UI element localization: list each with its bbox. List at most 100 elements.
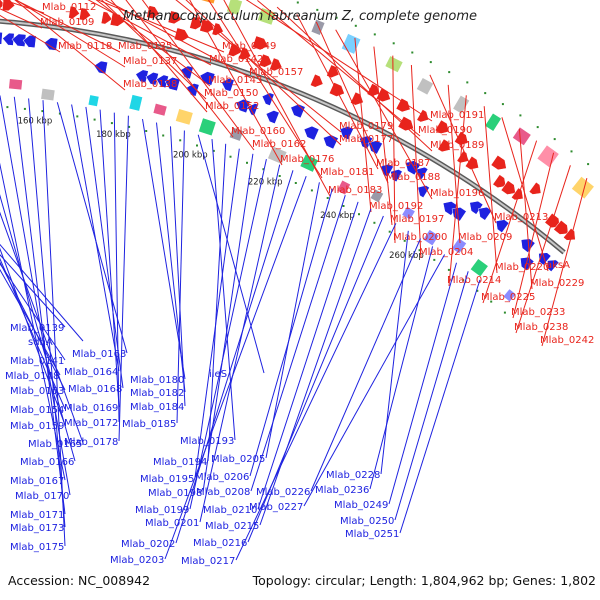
reverse-gene-label: Mlab_0201	[145, 518, 199, 529]
kbp-tick-label: 200 kbp	[173, 150, 208, 160]
reverse-gene-label: Mlab_0182	[130, 388, 184, 399]
reverse-label-leader	[194, 148, 240, 479]
reverse-gene-label: Mlab_0167	[10, 476, 64, 487]
forward-label-leader	[0, 14, 61, 53]
reverse-gene-label: Mlab_0193	[180, 436, 234, 447]
gc-block-outer	[537, 145, 559, 168]
reverse-gene-label: Mlab_0154	[10, 405, 64, 416]
forward-feature	[395, 97, 411, 113]
forward-feature	[68, 5, 81, 19]
reverse-feature	[547, 259, 560, 273]
reverse-gene-label: Mlab_0180	[130, 375, 184, 386]
forward-gene-label: Mlab_0112	[42, 2, 96, 13]
tick-dot	[501, 103, 504, 106]
reverse-label-leader	[303, 254, 446, 507]
reverse-label-leader	[199, 164, 281, 523]
forward-label-leader	[410, 64, 422, 259]
gc-block-inner	[370, 189, 384, 203]
forward-gene-label: Mlab_0191	[430, 110, 484, 121]
reverse-label-leader	[380, 230, 409, 475]
tick-dot	[212, 149, 215, 152]
forward-gene-label: Mlab_0179	[339, 121, 393, 132]
tick-dot	[570, 150, 573, 153]
reverse-gene-label: Mlab_0170	[15, 491, 69, 502]
reverse-label-leader	[0, 254, 66, 328]
gc-block-inner	[153, 103, 167, 116]
reverse-gene-label: Mlab_0172	[64, 418, 118, 429]
tick-dot	[433, 258, 436, 261]
reverse-gene-label: Mlab_0168	[68, 384, 122, 395]
gc-block-inner	[402, 206, 415, 220]
tick-dot	[411, 51, 414, 54]
forward-feature	[109, 12, 125, 27]
forward-label-leader	[541, 177, 588, 347]
forward-gene-label: aksA	[546, 260, 570, 271]
forward-label-leader	[15, 0, 126, 68]
reverse-label-leader	[211, 139, 236, 441]
reverse-label-leader	[156, 122, 186, 393]
tick-dot	[162, 134, 165, 137]
forward-feature	[453, 131, 469, 146]
forward-feature	[167, 10, 182, 25]
tick-dot	[587, 163, 590, 166]
tick-dot	[41, 110, 44, 113]
reverse-label-leader	[28, 98, 66, 528]
tick-dot	[262, 168, 265, 171]
kbp-tick-label: 240 kbp	[320, 211, 355, 221]
forward-label-leader	[483, 106, 498, 274]
tick-dot	[93, 118, 96, 121]
forward-gene-label: Mlab_0135	[118, 41, 172, 52]
reverse-feature	[2, 32, 15, 46]
forward-label-leader	[141, 0, 255, 151]
genome-summary-text: Topology: circular; Length: 1,804,962 bp…	[252, 573, 596, 588]
reverse-gene-label: Mlab_0210	[203, 505, 257, 516]
gc-block-inner	[451, 238, 467, 254]
reverse-gene-label: Mlab_0249	[334, 500, 388, 511]
gc-block-outer	[341, 33, 361, 54]
reverse-label-leader	[0, 243, 84, 342]
forward-label-leader	[14, 0, 121, 53]
reverse-gene-label: ileS	[209, 369, 227, 380]
tick-dot	[373, 221, 376, 224]
forward-label-leader	[392, 55, 396, 244]
reverse-gene-label: Mlab_0159	[10, 421, 64, 432]
reverse-label-leader	[207, 143, 227, 462]
tick-dot	[6, 106, 9, 109]
forward-label-leader	[175, 0, 342, 133]
tick-dot	[484, 92, 487, 95]
reverse-feature	[339, 125, 354, 141]
forward-feature	[0, 0, 6, 11]
forward-feature	[78, 7, 92, 21]
reverse-gene-label: Mlab_0216	[193, 538, 247, 549]
reverse-gene-label: Mlab_0198	[148, 488, 202, 499]
forward-gene-label: Mlab_0152	[205, 101, 259, 112]
reverse-gene-label: Mlab_0184	[130, 402, 184, 413]
forward-label-leader	[482, 140, 538, 304]
gc-block-outer	[416, 77, 434, 95]
reverse-label-leader	[394, 271, 469, 521]
gc-block-inner	[198, 118, 216, 136]
forward-feature	[490, 154, 507, 171]
kbp-tick-label: 160 kbp	[18, 116, 53, 126]
forward-gene-label: Mlab_0233	[511, 307, 565, 318]
forward-label-leader	[223, 0, 331, 197]
kbp-tick-label: 180 kbp	[96, 130, 131, 140]
forward-label-leader	[2, 0, 45, 14]
forward-gene-label: Mlab_0177	[339, 134, 393, 145]
tick-dot	[429, 61, 432, 64]
forward-feature	[100, 11, 113, 25]
tick-dot	[110, 122, 113, 125]
reverse-gene-label: Mlab_0195	[140, 474, 194, 485]
forward-label-leader	[101, 0, 207, 100]
reverse-label-leader	[71, 104, 120, 372]
reverse-label-leader	[142, 119, 186, 380]
tick-dot	[310, 189, 313, 192]
reverse-gene-label: Mlab_0178	[64, 437, 118, 448]
forward-label-leader	[189, 0, 283, 166]
forward-label-leader	[110, 0, 208, 113]
reverse-feature	[390, 169, 403, 183]
reverse-gene-label: Mlab_0227	[249, 502, 303, 513]
reverse-feature	[417, 185, 430, 199]
forward-gene-label: Mlab_0162	[252, 139, 306, 150]
reverse-gene-label: Mlab_0251	[345, 529, 399, 540]
